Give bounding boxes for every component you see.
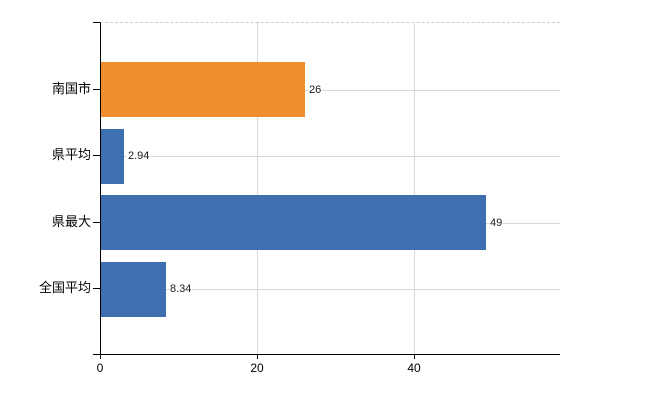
plot-area: 26 2.94 49 8.34	[100, 22, 560, 355]
bar	[101, 262, 166, 317]
y-axis-tick	[93, 89, 100, 90]
gridline-horizontal	[101, 156, 560, 157]
bar	[101, 62, 305, 117]
x-axis-tick	[257, 355, 258, 359]
value-label: 2.94	[127, 149, 151, 163]
y-axis-tick	[93, 22, 100, 23]
value-label: 8.34	[169, 282, 193, 296]
category-label: 県最大	[51, 214, 91, 229]
category-label: 全国平均	[38, 280, 91, 295]
x-axis-tick	[414, 355, 415, 359]
y-axis-tick	[93, 288, 100, 289]
y-axis-tick	[93, 155, 100, 156]
x-axis-tick	[100, 355, 101, 359]
gridline-horizontal	[101, 289, 560, 290]
bar	[101, 129, 124, 184]
gridline-vertical	[256, 23, 258, 354]
value-label: 26	[308, 83, 323, 97]
category-label: 南国市	[51, 81, 91, 96]
value-label: 49	[489, 216, 504, 230]
x-tick-label: 20	[250, 361, 264, 375]
gridline-vertical	[413, 23, 415, 354]
bar	[101, 195, 486, 250]
x-tick-label: 0	[96, 361, 104, 375]
y-axis-tick	[93, 222, 100, 223]
category-label: 県平均	[51, 147, 91, 162]
y-axis-tick	[93, 354, 100, 355]
gridline-horizontal	[101, 90, 560, 91]
x-tick-label: 40	[407, 361, 421, 375]
